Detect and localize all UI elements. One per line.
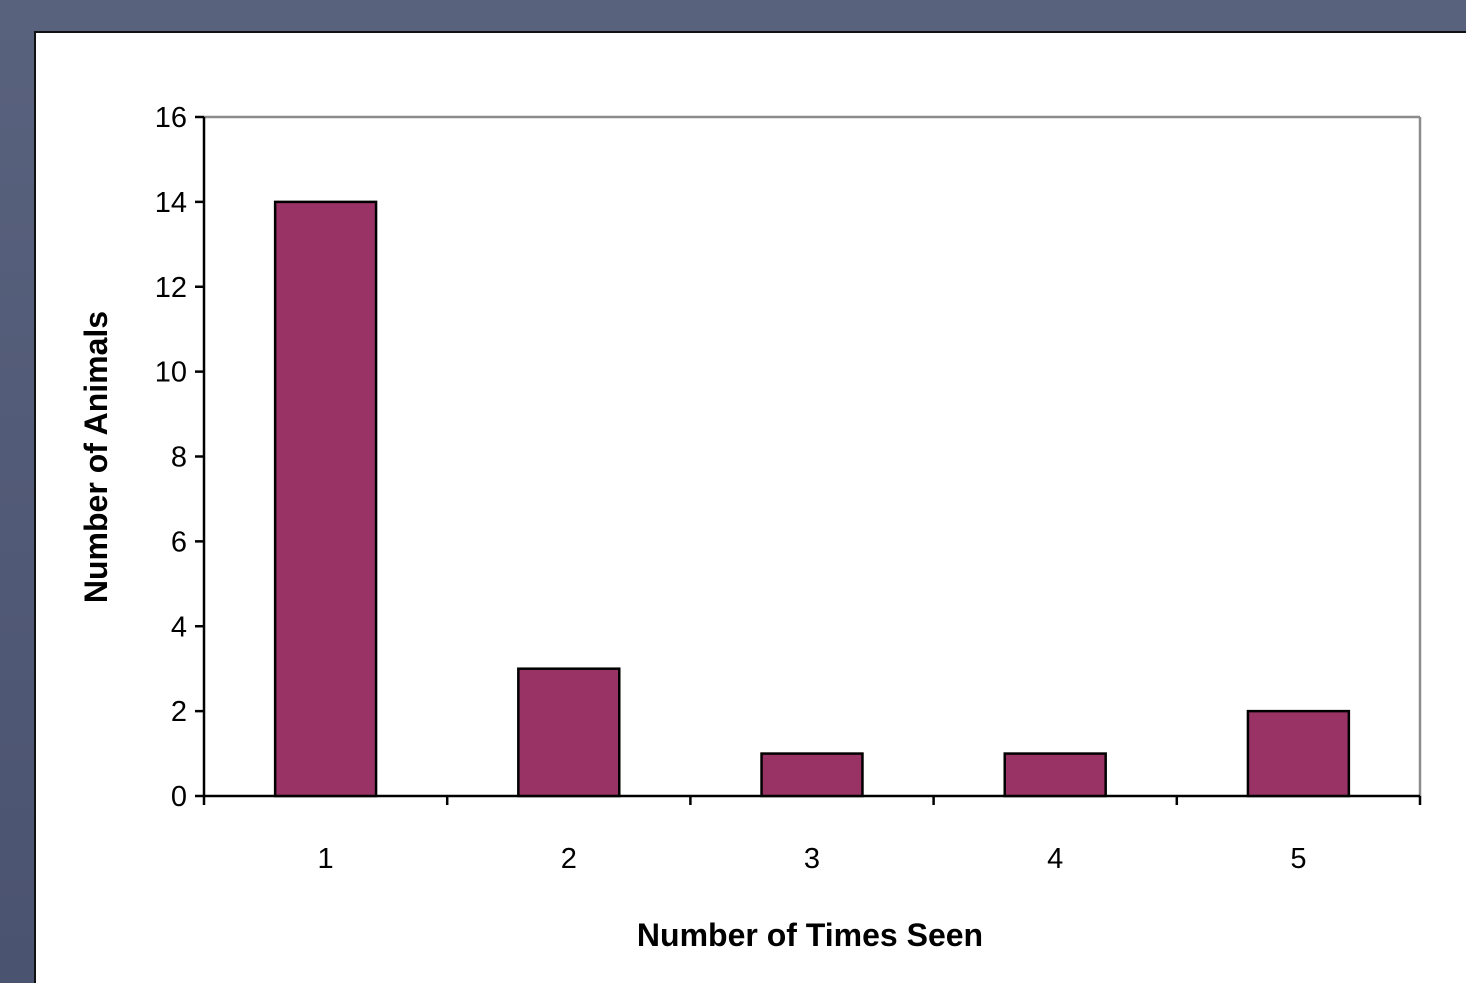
x-tick-label: 3 — [804, 843, 820, 875]
y-tick-label: 8 — [171, 442, 187, 474]
y-tick-label: 10 — [155, 357, 187, 389]
bar — [273, 200, 378, 798]
y-axis-title: Number of Animals — [78, 311, 114, 603]
y-tick-label: 0 — [171, 781, 187, 813]
y-axis-ticks: 0 2 4 6 8 10 12 14 16 — [155, 102, 204, 813]
bar — [1246, 709, 1351, 798]
x-tick-label: 4 — [1047, 843, 1063, 875]
bar — [1003, 752, 1107, 798]
y-tick-label: 2 — [171, 696, 187, 728]
y-tick-label: 6 — [171, 526, 187, 558]
y-tick-label: 14 — [155, 187, 187, 219]
y-tick-label: 4 — [171, 611, 187, 643]
chart-panel — [34, 31, 1466, 983]
bar — [517, 667, 621, 798]
bars — [273, 200, 1351, 798]
plot-area — [202, 115, 1422, 798]
x-tick-label: 1 — [318, 843, 334, 875]
x-axis-ticks: 1 2 3 4 5 — [202, 796, 1422, 875]
x-tick-label: 2 — [561, 843, 577, 875]
x-axis-title: Number of Times Seen — [637, 917, 983, 953]
y-tick-label: 16 — [155, 102, 187, 134]
x-tick-label: 5 — [1290, 843, 1306, 875]
y-tick-label: 12 — [155, 272, 187, 304]
bar — [760, 752, 864, 798]
